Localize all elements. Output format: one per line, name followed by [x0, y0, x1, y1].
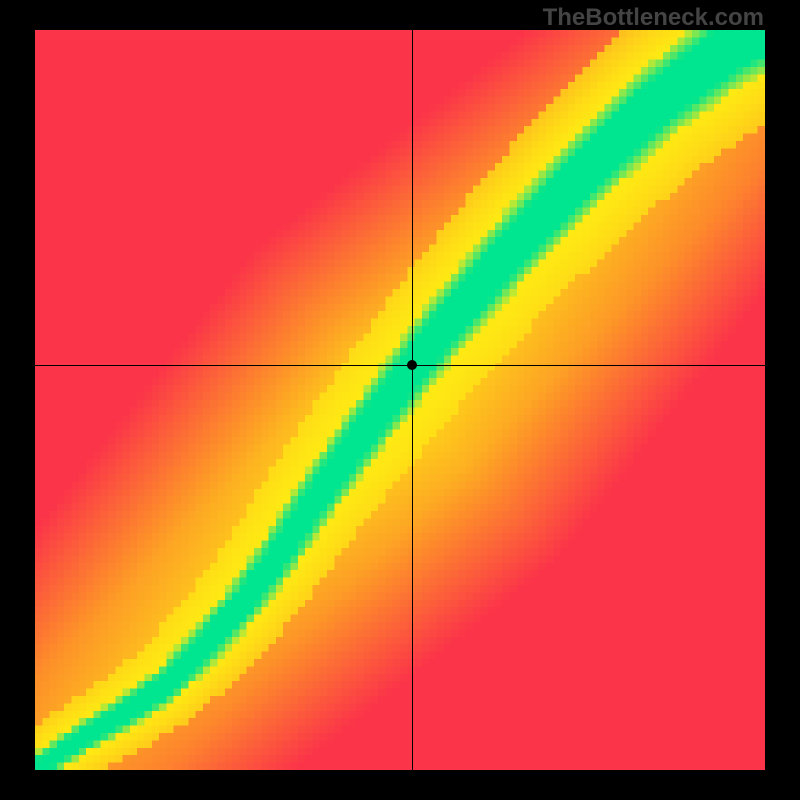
bottleneck-heatmap [35, 30, 765, 770]
crosshair-horizontal [35, 365, 765, 366]
crosshair-vertical [412, 30, 413, 770]
crosshair-marker [407, 360, 417, 370]
chart-container: TheBottleneck.com [0, 0, 800, 800]
watermark-text: TheBottleneck.com [543, 4, 764, 32]
